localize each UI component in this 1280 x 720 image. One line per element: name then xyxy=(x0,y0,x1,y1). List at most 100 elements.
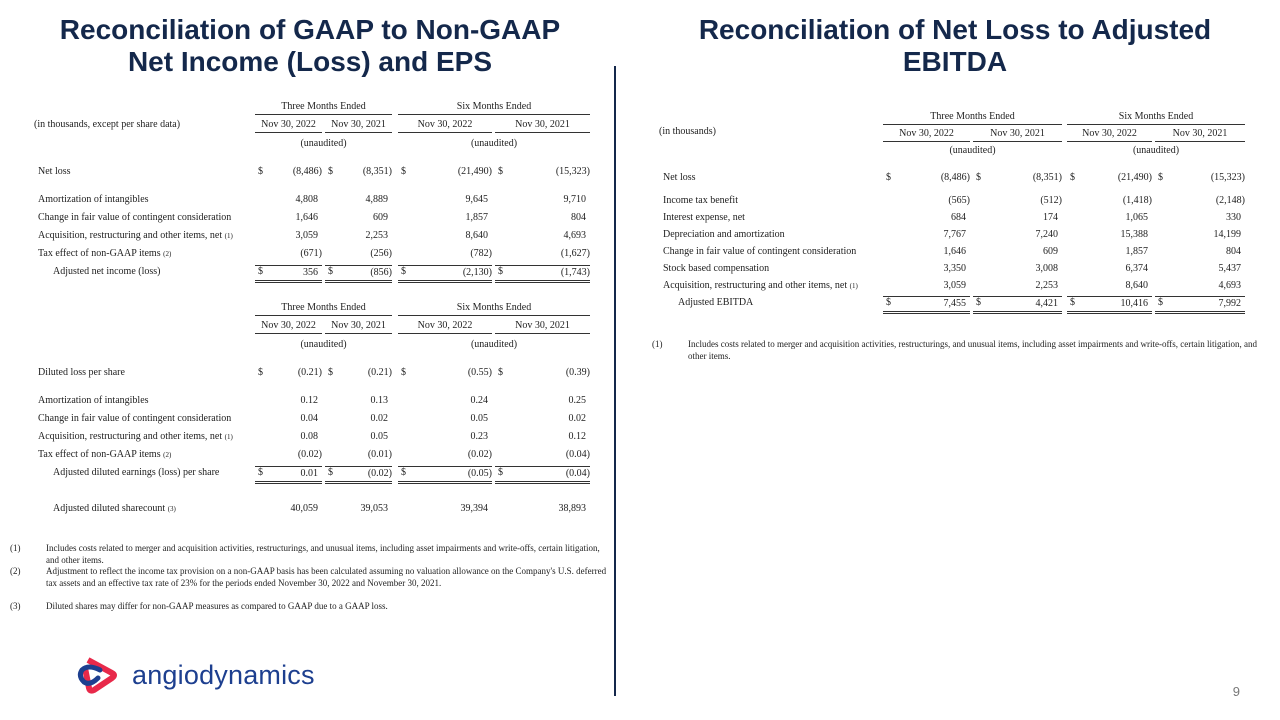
column-header-date: Nov 30, 2022 xyxy=(1067,128,1152,142)
value-cell: 8,640 xyxy=(1125,280,1149,291)
value-cell: 356 xyxy=(255,265,322,283)
row-label: Tax effect of non-GAAP items (2) xyxy=(38,248,171,260)
value-cell: 0.12 xyxy=(300,395,319,406)
row-label-text: Adjusted EBITDA xyxy=(678,297,754,308)
value-cell: 0.05 xyxy=(470,413,489,424)
value-cell: 15,388 xyxy=(1120,229,1149,240)
value-cell: (256) xyxy=(370,248,392,259)
value-cell: 3,059 xyxy=(295,230,319,241)
value-cell: (671) xyxy=(300,248,322,259)
row-label-text: Change in fair value of contingent consi… xyxy=(38,413,232,424)
value-cell: (8,486) xyxy=(292,166,322,177)
column-header-date: Nov 30, 2021 xyxy=(325,320,392,334)
value-cell: 38,893 xyxy=(558,503,587,514)
value-cell: 39,053 xyxy=(360,503,389,514)
footnote: (3) Diluted shares may differ for non-GAA… xyxy=(10,601,615,641)
value-cell: 4,889 xyxy=(365,194,389,205)
footnote: (1) Includes costs related to merger and … xyxy=(652,339,1277,379)
row-label-text: Amortization of intangibles xyxy=(38,395,149,406)
vertical-divider xyxy=(614,66,616,696)
value-cell: 39,394 xyxy=(460,503,489,514)
row-label-text: Amortization of intangibles xyxy=(38,194,149,205)
row-label: Adjusted net income (loss) xyxy=(53,266,160,278)
value-cell: 684 xyxy=(951,212,966,223)
value-cell: (15,323) xyxy=(1210,172,1245,183)
column-header-date: Nov 30, 2021 xyxy=(325,119,392,133)
footnote-text: Adjustment to reflect the income tax pro… xyxy=(46,566,607,588)
footnote-number: (2) xyxy=(10,566,21,576)
dollar-sign: $ xyxy=(886,172,891,183)
value-cell: 0.01 xyxy=(255,466,322,484)
value-cell: 804 xyxy=(571,212,586,223)
row-label: Acquisition, restructuring and other ite… xyxy=(38,431,233,443)
dollar-sign: $ xyxy=(258,367,263,378)
value-cell: 1,646 xyxy=(943,246,967,257)
dollar-sign: $ xyxy=(328,367,333,378)
unaudited-label: (unaudited) xyxy=(470,138,518,149)
dollar-sign: $ xyxy=(328,467,333,478)
dollar-sign: $ xyxy=(328,266,333,277)
value-cell: 804 xyxy=(1226,246,1241,257)
value-cell: (0.02) xyxy=(325,466,392,484)
row-label: Amortization of intangibles xyxy=(38,395,149,407)
value-cell: 7,992 xyxy=(1155,296,1245,314)
value-cell: 0.05 xyxy=(370,431,389,442)
row-label: Acquisition, restructuring and other ite… xyxy=(663,280,858,292)
row-label-text: Change in fair value of contingent consi… xyxy=(38,212,232,223)
value-cell: 5,437 xyxy=(1218,263,1242,274)
value-cell: (0.04) xyxy=(495,466,590,484)
row-label: Income tax benefit xyxy=(663,195,738,207)
value-cell: 3,059 xyxy=(943,280,967,291)
footnote-number: (3) xyxy=(10,601,21,611)
row-label: Acquisition, restructuring and other ite… xyxy=(38,230,233,242)
dollar-sign: $ xyxy=(401,266,406,277)
value-cell: 10,416 xyxy=(1067,296,1152,314)
dollar-sign: $ xyxy=(401,367,406,378)
value-cell: (0.02) xyxy=(467,449,492,460)
value-cell: 0.02 xyxy=(568,413,587,424)
column-header-date: Nov 30, 2021 xyxy=(495,320,590,334)
value-cell: 0.13 xyxy=(370,395,389,406)
row-label-text: Tax effect of non-GAAP items xyxy=(38,449,161,460)
value-cell: (1,627) xyxy=(560,248,590,259)
value-cell: 330 xyxy=(1226,212,1241,223)
value-cell: 1,065 xyxy=(1125,212,1149,223)
group-header: Six Months Ended xyxy=(398,101,590,115)
footnote-ref: (3) xyxy=(167,505,176,513)
value-cell: (0.21) xyxy=(297,367,322,378)
dollar-sign: $ xyxy=(1070,172,1075,183)
row-label: Tax effect of non-GAAP items (2) xyxy=(38,449,171,461)
value-cell: 1,646 xyxy=(295,212,319,223)
value-cell: 2,253 xyxy=(1035,280,1059,291)
footnote-ref: (2) xyxy=(163,250,172,258)
value-cell: 3,008 xyxy=(1035,263,1059,274)
value-cell: 0.04 xyxy=(300,413,319,424)
footnote-ref: (2) xyxy=(163,451,172,459)
column-header-date: Nov 30, 2022 xyxy=(398,119,492,133)
value-cell: (2,130) xyxy=(398,265,492,283)
dollar-sign: $ xyxy=(401,467,406,478)
value-cell: (1,418) xyxy=(1122,195,1152,206)
value-cell: 4,808 xyxy=(295,194,319,205)
value-cell: (0.05) xyxy=(398,466,492,484)
value-cell: 7,767 xyxy=(943,229,967,240)
dollar-sign: $ xyxy=(258,166,263,177)
column-header-date: Nov 30, 2022 xyxy=(398,320,492,334)
value-cell: (0.02) xyxy=(297,449,322,460)
dollar-sign: $ xyxy=(1158,297,1163,308)
row-label: Depreciation and amortization xyxy=(663,229,785,241)
row-label: Change in fair value of contingent consi… xyxy=(38,212,231,224)
value-cell: 9,710 xyxy=(563,194,587,205)
value-cell: 609 xyxy=(1043,246,1058,257)
row-label: Interest expense, net xyxy=(663,212,745,224)
footnote-ref: (1) xyxy=(224,433,233,441)
dollar-sign: $ xyxy=(1070,297,1075,308)
row-label: Stock based compensation xyxy=(663,263,769,275)
value-cell: 0.25 xyxy=(568,395,587,406)
footnote-text: Includes costs related to merger and acq… xyxy=(688,339,1258,361)
unit-label: (in thousands) xyxy=(659,126,716,137)
left-title-line1: Reconciliation of GAAP to Non-GAAP xyxy=(59,14,561,45)
value-cell: (0.55) xyxy=(467,367,492,378)
row-label-text: Diluted loss per share xyxy=(38,367,125,378)
dollar-sign: $ xyxy=(258,467,263,478)
